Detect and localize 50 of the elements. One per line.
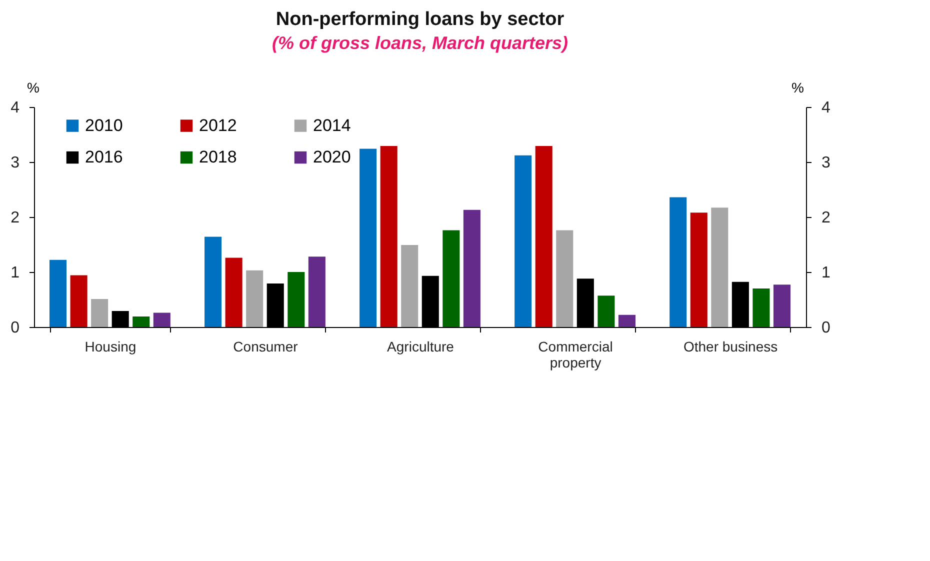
y2-tick-label: 1 xyxy=(822,264,830,282)
bar xyxy=(556,230,574,327)
x-tick-label: Other business xyxy=(683,338,778,354)
bar xyxy=(50,260,67,327)
chart-title: Non-performing loans by sector xyxy=(276,9,565,30)
bar xyxy=(670,197,687,327)
bar xyxy=(773,284,790,327)
legend-label: 2014 xyxy=(313,116,351,135)
legend-label: 2020 xyxy=(313,148,351,166)
bar xyxy=(618,314,636,327)
bar xyxy=(70,275,88,327)
bar xyxy=(246,270,264,327)
x-tick-label: Housing xyxy=(84,338,136,354)
bar xyxy=(204,236,222,327)
y-axis-title: % xyxy=(27,80,40,96)
bar xyxy=(514,155,532,327)
legend-label: 2018 xyxy=(199,148,237,166)
bar xyxy=(752,288,770,327)
legend-label: 2010 xyxy=(85,116,123,135)
y2-tick-label: 2 xyxy=(822,210,830,226)
bar xyxy=(598,296,615,327)
bar xyxy=(225,258,242,327)
x-tick-label: Commercial property xyxy=(538,338,613,370)
y-tick-label: 2 xyxy=(10,210,20,226)
legend-label: 2016 xyxy=(85,148,123,166)
bar xyxy=(535,146,552,327)
bar xyxy=(463,210,480,327)
bar xyxy=(711,208,728,327)
chart-subtitle: (% of gross loans, March quarters) xyxy=(272,33,568,53)
bar xyxy=(288,272,305,327)
y-tick-label: 1 xyxy=(10,264,20,282)
bar xyxy=(380,146,398,327)
bar xyxy=(690,212,708,327)
bar xyxy=(360,148,377,327)
y2-axis-title: % xyxy=(792,80,804,96)
bar xyxy=(91,298,108,327)
x-tick-label: Consumer xyxy=(233,338,298,354)
bar xyxy=(308,256,326,327)
y2-tick-label: 0 xyxy=(822,320,830,336)
bar xyxy=(132,316,150,327)
legend-label: 2012 xyxy=(199,116,237,135)
bar xyxy=(401,245,418,327)
x-tick-label: Agriculture xyxy=(387,338,454,354)
y-tick-label: 0 xyxy=(10,320,20,336)
y2-tick-label: 3 xyxy=(822,154,830,172)
y-tick-label: 3 xyxy=(10,154,20,172)
bar xyxy=(153,312,170,327)
y-tick-label: 4 xyxy=(10,100,20,116)
y2-tick-label: 4 xyxy=(822,100,830,116)
bar xyxy=(442,230,460,327)
